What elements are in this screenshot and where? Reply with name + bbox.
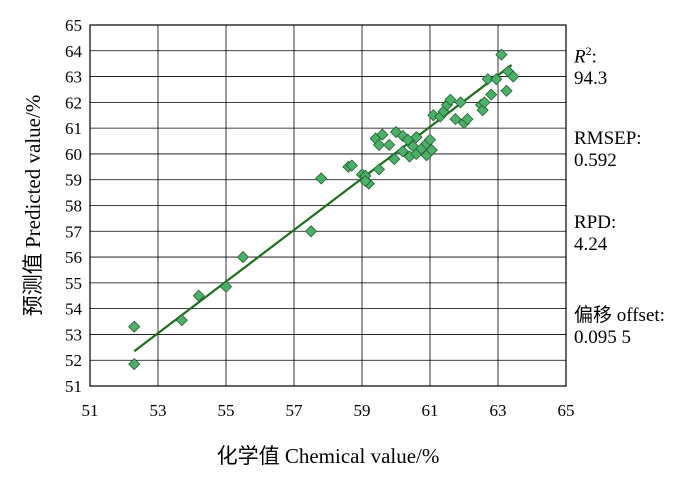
data-point	[359, 174, 372, 188]
x-axis-label: 化学值 Chemical value/%	[217, 444, 440, 468]
data-point	[315, 172, 328, 185]
data-point	[376, 128, 389, 141]
y-tick-label: 62	[65, 93, 82, 112]
data-point	[478, 96, 491, 109]
data-point	[444, 93, 457, 106]
data-point	[304, 225, 318, 238]
data-point	[396, 145, 409, 158]
y-tick-label: 58	[65, 197, 82, 216]
y-tick-label: 63	[65, 68, 82, 87]
data-point	[507, 70, 520, 83]
y-tick-label: 60	[65, 145, 82, 164]
rpd-label: RPD:	[574, 212, 617, 233]
data-point	[128, 358, 141, 371]
x-tick-label: 59	[354, 401, 371, 420]
y-tick-label: 59	[65, 171, 82, 190]
y-tick-label: 56	[65, 248, 82, 267]
data-point	[481, 73, 494, 86]
data-point	[490, 73, 503, 86]
data-point	[461, 113, 474, 126]
offset-stat: 偏移 offset: 0.095 5	[574, 305, 665, 349]
data-point	[495, 48, 508, 61]
data-points	[128, 48, 520, 371]
data-point	[485, 88, 498, 101]
y-tick-label: 54	[65, 300, 83, 319]
data-point	[423, 133, 437, 146]
data-point	[175, 314, 188, 327]
data-point	[128, 320, 141, 333]
data-point	[219, 280, 233, 293]
r2-stat: R2: 94.3	[574, 40, 607, 90]
r2-label: R2:	[574, 44, 597, 68]
x-tick-label: 63	[490, 401, 507, 420]
rpd-value: 4.24	[574, 234, 608, 255]
plot-area	[89, 24, 567, 387]
x-tick-label: 57	[286, 401, 304, 420]
offset-label: 偏移 offset:	[574, 305, 665, 326]
rpd-stat: RPD: 4.24	[574, 212, 616, 256]
y-tick-label: 65	[65, 16, 82, 35]
x-tick-label: 61	[422, 401, 439, 420]
x-tick-label: 51	[82, 401, 99, 420]
y-tick-label: 61	[65, 119, 82, 138]
data-point	[500, 84, 513, 97]
x-tick-label: 55	[218, 401, 235, 420]
y-tick-label: 52	[65, 351, 82, 370]
data-point	[192, 289, 205, 302]
fit-line	[133, 64, 513, 353]
y-axis-label: 预测值 Predicted value/%	[21, 95, 45, 317]
x-tick-label: 53	[150, 401, 167, 420]
data-point	[345, 159, 358, 172]
data-point	[388, 153, 401, 166]
y-tick-label: 51	[65, 377, 82, 396]
y-tick-label: 64	[65, 42, 83, 61]
offset-value: 0.095 5	[574, 327, 631, 348]
data-point	[383, 138, 396, 151]
y-tick-label: 57	[65, 222, 83, 241]
data-point	[372, 138, 386, 151]
x-tick-label: 65	[558, 401, 575, 420]
r2-value: 94.3	[574, 68, 608, 90]
data-point	[449, 113, 462, 126]
rmsep-stat: RMSEP: 0.592	[574, 128, 642, 172]
y-axis-ticks: 51 52 53 54 55 56 57 58 59 60 61 62 63 64 65	[65, 16, 83, 396]
data-point	[410, 131, 423, 144]
rmsep-label: RMSEP:	[574, 128, 642, 149]
y-tick-label: 55	[65, 274, 82, 293]
data-point	[372, 163, 386, 176]
data-point	[236, 251, 250, 264]
y-tick-label: 53	[65, 325, 82, 344]
data-point	[454, 96, 467, 109]
x-axis-ticks: 51 53 55 57 59 61 63 65	[82, 401, 575, 420]
data-point	[425, 143, 438, 157]
rmsep-value: 0.592	[574, 150, 617, 171]
